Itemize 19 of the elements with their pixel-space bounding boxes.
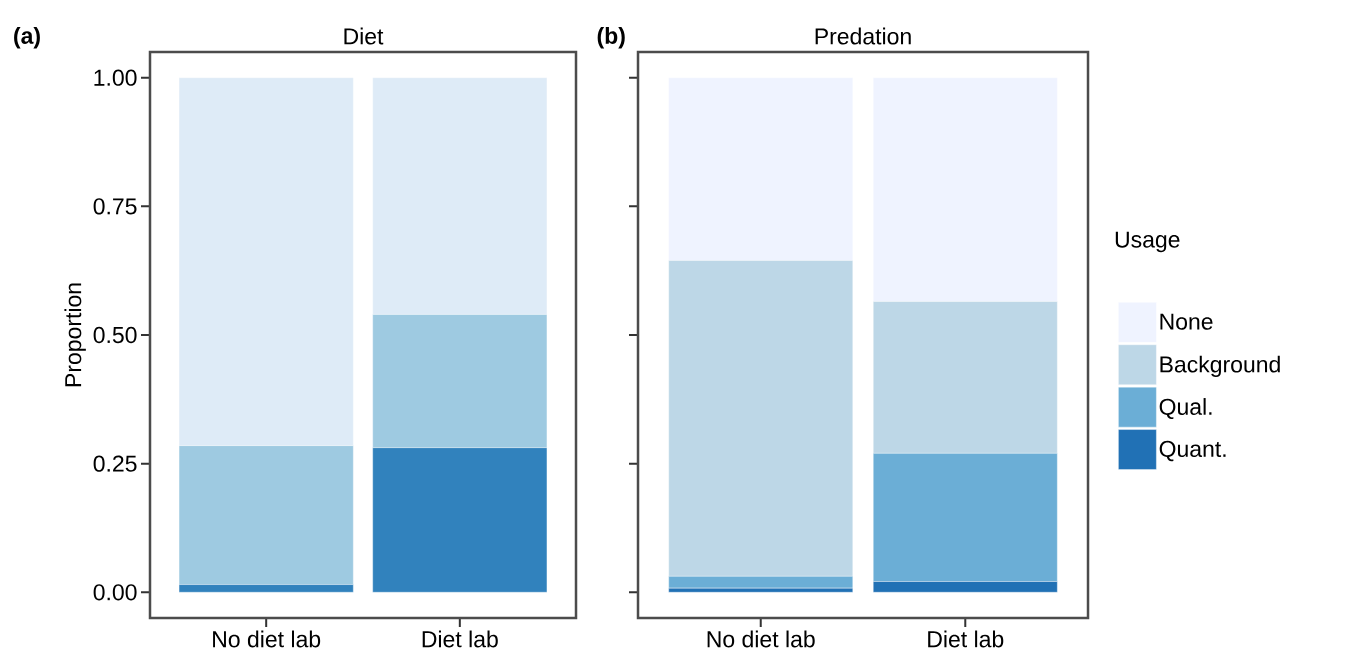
y-tick-label: 0.75 — [93, 198, 137, 215]
y-axis-title: Proportion — [64, 283, 86, 387]
y-tick-label: 0.00 — [93, 584, 137, 601]
chart-title: Diet — [344, 27, 384, 45]
y-tick-label: 0.25 — [93, 455, 137, 472]
text: (b) — [597, 27, 625, 49]
legend-label: Quant. — [1159, 440, 1226, 462]
x-tick-label: No diet lab — [707, 630, 815, 648]
x-tick-label: Diet lab — [928, 630, 1004, 648]
legend-title: Usage — [1115, 231, 1180, 253]
legend-label: Qual. — [1159, 398, 1212, 420]
chart-title: Predation — [815, 27, 911, 45]
y-tick-label: 0.50 — [93, 326, 137, 344]
text: (a) — [14, 27, 40, 49]
x-tick-label: Diet lab — [422, 630, 498, 648]
legend-label: Background — [1160, 355, 1280, 378]
y-tick-label: 1.00 — [94, 69, 137, 86]
legend-label: None — [1160, 313, 1213, 330]
x-tick-label: No diet lab — [213, 630, 321, 648]
